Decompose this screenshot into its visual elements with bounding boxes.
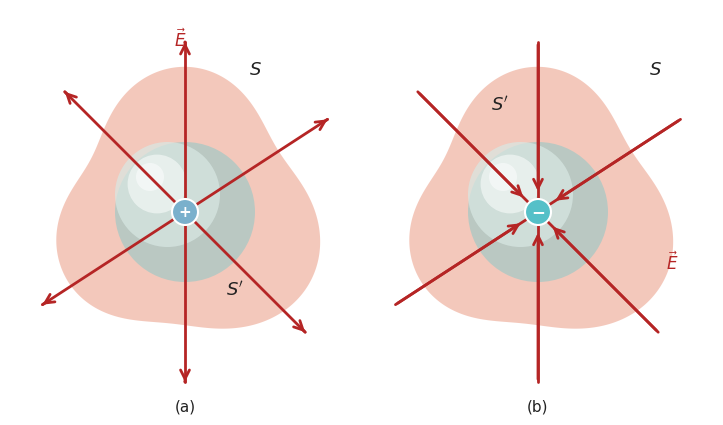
Text: $S'$: $S'$ bbox=[226, 280, 244, 300]
Text: +: + bbox=[179, 204, 192, 219]
Text: $S'$: $S'$ bbox=[491, 96, 509, 114]
Circle shape bbox=[115, 142, 255, 282]
Circle shape bbox=[489, 163, 517, 191]
Circle shape bbox=[468, 142, 608, 282]
Text: (a): (a) bbox=[174, 400, 195, 414]
Text: (b): (b) bbox=[527, 400, 549, 414]
Circle shape bbox=[127, 155, 187, 213]
Text: $S$: $S$ bbox=[649, 61, 662, 79]
Text: −: − bbox=[531, 203, 545, 221]
Circle shape bbox=[481, 155, 539, 213]
Polygon shape bbox=[56, 67, 320, 329]
Circle shape bbox=[172, 199, 198, 225]
Text: $\vec{E}$: $\vec{E}$ bbox=[174, 29, 187, 51]
Text: $\vec{E}$: $\vec{E}$ bbox=[666, 252, 678, 274]
Polygon shape bbox=[409, 67, 673, 329]
Circle shape bbox=[468, 142, 573, 247]
Text: $S$: $S$ bbox=[249, 61, 262, 79]
Circle shape bbox=[115, 142, 220, 247]
Circle shape bbox=[525, 199, 551, 225]
Circle shape bbox=[136, 163, 164, 191]
